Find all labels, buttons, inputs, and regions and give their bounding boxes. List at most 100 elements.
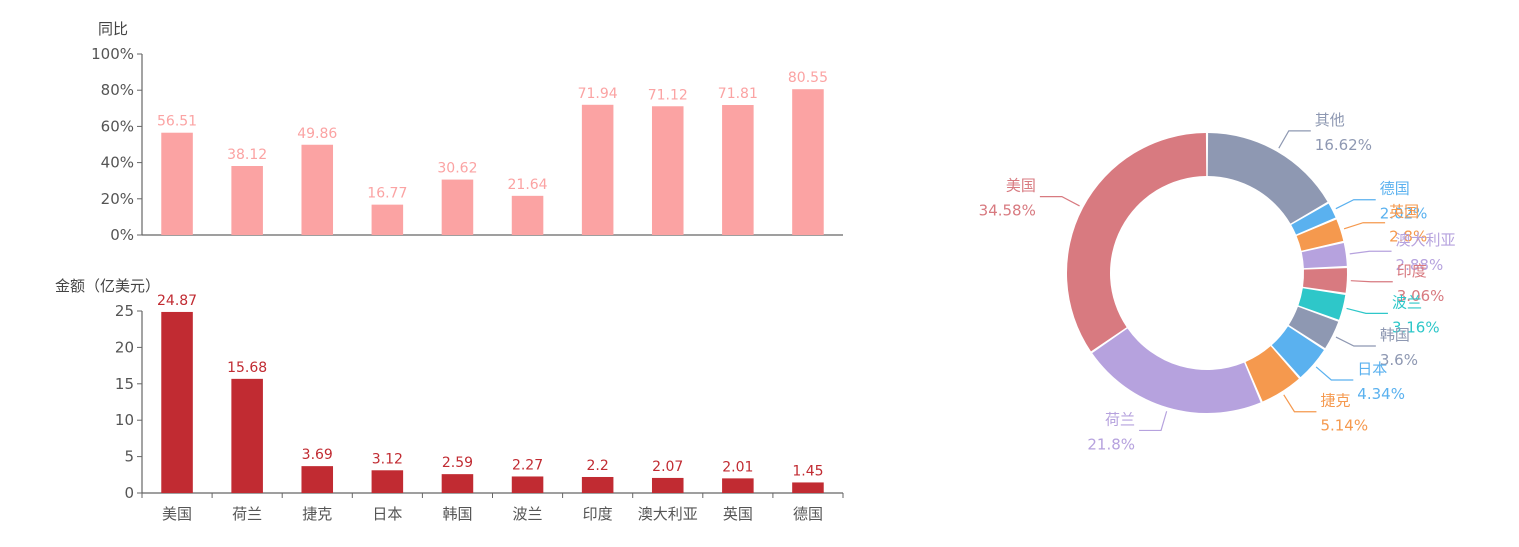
y-tick-label: 0% — [110, 226, 134, 244]
pie-slice-name: 德国 — [1380, 180, 1410, 198]
bar-value-label: 2.2 — [587, 458, 609, 474]
x-tick-label: 英国 — [723, 505, 753, 523]
pie-leader-line — [1315, 366, 1354, 381]
y-tick-label: 40% — [101, 154, 134, 172]
pie-slice-percent: 34.58% — [979, 202, 1036, 220]
pie-slice-percent: 4.34% — [1357, 385, 1405, 403]
pie-slice — [1303, 268, 1347, 293]
pie-leader-line — [1343, 222, 1386, 230]
pie-slice-percent: 2.8% — [1389, 228, 1427, 246]
pie-leader-line — [1139, 411, 1168, 432]
bar-value-label: 3.12 — [372, 451, 403, 467]
pie-slice — [1291, 203, 1336, 235]
bar — [231, 166, 263, 235]
y-tick-label: 20% — [101, 190, 134, 208]
bar-value-label: 16.77 — [367, 186, 407, 202]
bar — [722, 478, 754, 493]
bar-value-label: 15.68 — [227, 360, 267, 376]
pie-slice-percent: 16.62% — [1315, 136, 1372, 154]
y-tick-label: 5 — [124, 448, 134, 466]
pie-leader-line — [1039, 196, 1080, 207]
pie-slice-name: 美国 — [1006, 177, 1036, 195]
yoy-bar-chart: 同比 0% 20% 40% 60% 80% 100% 56.51 38.12 49.86 16.7… — [91, 20, 843, 244]
bar-value-label: 71.12 — [648, 87, 688, 103]
bar-value-label: 38.12 — [227, 147, 267, 163]
bar-value-label: 71.94 — [578, 86, 618, 102]
amount-bar-chart: 金额（亿美元） 0 5 10 15 20 25 24.87 美国 15.68 荷兰 3.69 捷克 3.… — [55, 277, 844, 523]
pie-slice — [1207, 133, 1328, 224]
bar-value-label: 24.87 — [157, 293, 197, 309]
pie-slice-name: 波兰 — [1392, 293, 1422, 311]
pie-slice — [1092, 328, 1261, 413]
bar-value-label: 2.27 — [512, 457, 543, 473]
x-tick-label: 澳大利亚 — [638, 505, 698, 523]
pie-slice-percent: 3.6% — [1380, 351, 1418, 369]
bar — [301, 144, 334, 235]
bar — [581, 476, 614, 493]
x-tick-label: 波兰 — [513, 505, 543, 523]
pie-slice-percent: 5.14% — [1320, 417, 1368, 435]
x-tick-label: 荷兰 — [232, 505, 262, 523]
bar-value-label: 2.59 — [442, 455, 473, 471]
pie-slice — [1271, 326, 1324, 378]
bar-value-label: 30.62 — [437, 161, 477, 177]
pie-slice — [1288, 306, 1339, 349]
pie-slice-name: 捷克 — [1320, 392, 1350, 410]
pie-slice — [1245, 346, 1299, 402]
bar — [161, 132, 193, 235]
pie-leader-line — [1335, 336, 1376, 347]
pie-leader-line — [1335, 199, 1376, 210]
y-tick-label: 0 — [124, 484, 134, 502]
bar — [792, 482, 824, 493]
bar-value-label: 1.45 — [792, 463, 823, 479]
y-tick-label: 60% — [101, 117, 134, 135]
x-tick-label: 美国 — [162, 505, 192, 523]
yoy-axis-title: 同比 — [98, 20, 128, 38]
pie-leader-line — [1283, 394, 1317, 413]
bar-value-label: 71.81 — [718, 86, 758, 102]
pie-slice-name: 韩国 — [1380, 326, 1410, 344]
x-tick-label: 日本 — [372, 505, 402, 523]
pie-slice-name: 日本 — [1357, 360, 1387, 378]
pie-slice-name: 其他 — [1315, 111, 1345, 129]
bar — [301, 466, 334, 493]
pie-slice — [1301, 243, 1347, 269]
pie-slice-percent: 3.16% — [1392, 318, 1440, 336]
pie-slice-name: 印度 — [1397, 262, 1427, 280]
pie-slice-name: 澳大利亚 — [1396, 231, 1456, 249]
share-donut-chart: 其他 16.62% 德国 2.02%英国 2.8%澳大利亚 2.88%印度 3.06%波兰 3… — [979, 111, 1456, 454]
bar — [792, 89, 824, 235]
y-tick-label: 10 — [115, 411, 134, 429]
pie-slice-percent: 2.02% — [1380, 205, 1428, 223]
pie-slice — [1067, 133, 1207, 352]
pie-leader-line — [1278, 130, 1311, 149]
bar — [722, 105, 754, 236]
pie-leader-line — [1349, 250, 1392, 255]
bar-value-label: 56.51 — [157, 114, 197, 130]
y-tick-label: 25 — [115, 302, 134, 320]
pie-slice — [1296, 219, 1344, 251]
y-tick-label: 15 — [115, 375, 134, 393]
bar-value-label: 2.01 — [722, 459, 753, 475]
x-tick-label: 印度 — [583, 505, 613, 523]
bar-value-label: 80.55 — [788, 70, 828, 86]
y-tick-label: 20 — [115, 338, 134, 356]
bar — [161, 311, 193, 493]
bar — [581, 104, 614, 235]
bar — [511, 476, 544, 493]
pie-slice-percent: 21.8% — [1087, 435, 1135, 453]
pie-leader-line — [1346, 307, 1388, 314]
x-tick-label: 德国 — [793, 505, 823, 523]
y-tick-label: 80% — [101, 81, 134, 99]
pie-slice-name: 英国 — [1389, 203, 1419, 221]
pie-slice-name: 荷兰 — [1105, 410, 1135, 428]
bar-value-label: 3.69 — [302, 447, 333, 463]
pie-slice-percent: 2.88% — [1396, 256, 1444, 274]
bar — [231, 378, 263, 493]
x-tick-label: 韩国 — [442, 505, 472, 523]
pie-slice-percent: 3.06% — [1397, 287, 1445, 305]
bar — [651, 477, 684, 493]
y-tick-label: 100% — [91, 45, 134, 63]
bar-value-label: 2.07 — [652, 459, 683, 475]
